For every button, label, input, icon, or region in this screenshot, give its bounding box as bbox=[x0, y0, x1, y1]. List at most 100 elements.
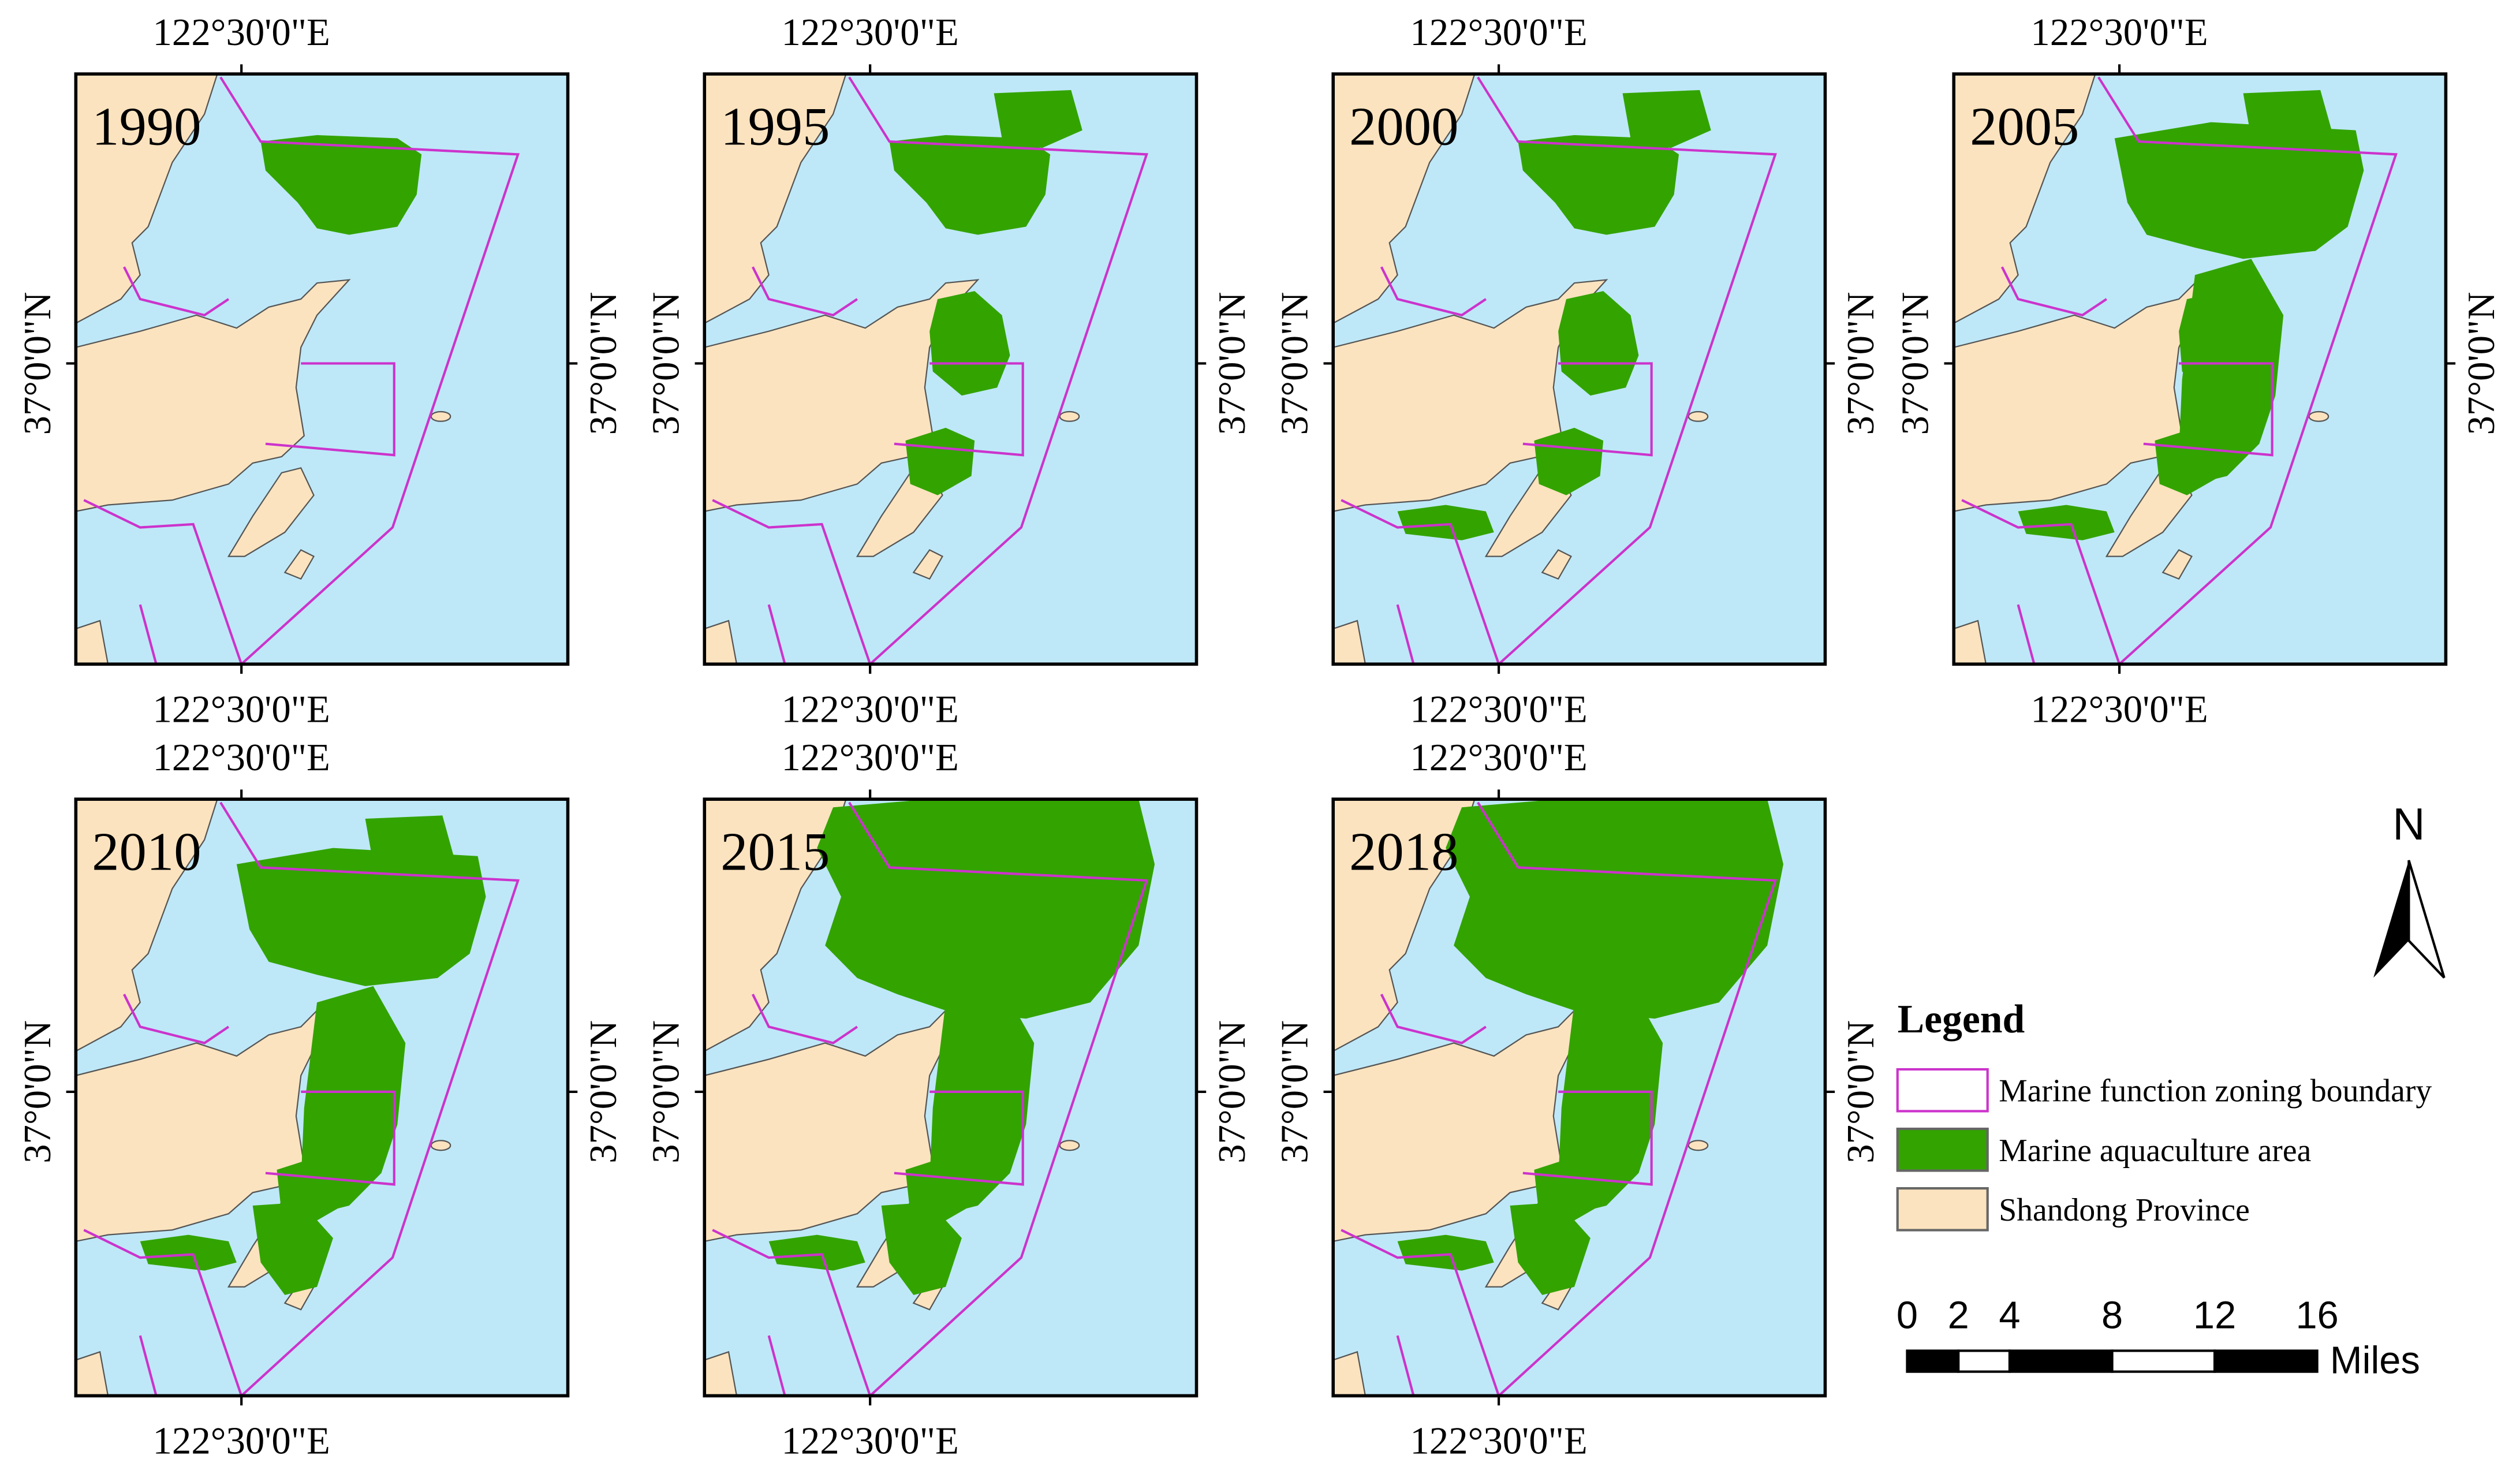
aquaculture-area bbox=[365, 815, 454, 874]
aquaculture-area bbox=[1622, 89, 1711, 148]
map-body bbox=[74, 72, 570, 666]
longitude-label: 122°30'0"E bbox=[153, 736, 330, 779]
map-panel: 122°30'0"E 122°30'0"E 37°0'0"N 37°0'0"N 2000 bbox=[1274, 11, 1882, 730]
panel-year: 2005 bbox=[1970, 97, 2079, 157]
panel-frame bbox=[74, 72, 570, 666]
aquaculture-area bbox=[2018, 505, 2115, 540]
aquaculture-area bbox=[817, 799, 1155, 1019]
aquaculture-area bbox=[301, 986, 406, 1214]
aquaculture-area bbox=[905, 427, 975, 495]
latitude-label: 37°0'0"N bbox=[1211, 1020, 1253, 1163]
scale-label: 8 bbox=[2101, 1293, 2123, 1337]
latitude-label: 37°0'0"N bbox=[1274, 292, 1316, 435]
aquaculture-area bbox=[236, 848, 486, 986]
panel-year: 2000 bbox=[1349, 97, 1458, 157]
legend-swatch bbox=[1896, 1068, 1989, 1113]
latitude-label: 37°0'0"N bbox=[645, 292, 688, 435]
panel-frame bbox=[1331, 797, 1827, 1398]
panel-year: 2015 bbox=[720, 822, 830, 882]
aquaculture-area bbox=[252, 1202, 333, 1295]
map-body bbox=[1331, 72, 1827, 666]
panel-year: 2010 bbox=[92, 822, 201, 882]
scale-segment bbox=[1957, 1349, 2011, 1373]
longitude-label: 122°30'0"E bbox=[2030, 688, 2208, 730]
panel-year: 1995 bbox=[720, 97, 830, 157]
legend-swatch bbox=[1896, 1127, 1989, 1172]
legend-label: Marine aquaculture area bbox=[1999, 1133, 2311, 1169]
scale-label: 16 bbox=[2295, 1293, 2338, 1337]
latitude-label: 37°0'0"N bbox=[16, 1020, 59, 1163]
map-panel: 122°30'0"E 122°30'0"E 37°0'0"N 37°0'0"N 1990 bbox=[16, 11, 625, 730]
map-panel: 122°30'0"E 122°30'0"E 37°0'0"N 37°0'0"N 2015 bbox=[645, 736, 1253, 1463]
latitude-label: 37°0'0"N bbox=[16, 292, 59, 435]
legend: Legend Marine function zoning boundary Mar… bbox=[1896, 997, 2432, 1232]
legend-label: Marine function zoning boundary bbox=[1999, 1073, 2432, 1109]
latitude-label: 37°0'0"N bbox=[1839, 1020, 1882, 1163]
aquaculture-area bbox=[889, 135, 1051, 235]
latitude-label: 37°0'0"N bbox=[645, 1020, 688, 1163]
scale-segment bbox=[2213, 1349, 2319, 1373]
aquaculture-area bbox=[994, 89, 1082, 148]
panel-year: 1990 bbox=[92, 97, 201, 157]
aquaculture-area bbox=[881, 1202, 962, 1295]
longitude-label: 122°30'0"E bbox=[1410, 11, 1587, 54]
longitude-label: 122°30'0"E bbox=[781, 11, 958, 54]
longitude-label: 122°30'0"E bbox=[1410, 736, 1587, 779]
scale-label: 4 bbox=[1999, 1293, 2020, 1337]
longitude-label: 122°30'0"E bbox=[1410, 688, 1587, 730]
aquaculture-area bbox=[1518, 135, 1679, 235]
panel-frame bbox=[703, 797, 1199, 1398]
aquaculture-area bbox=[2179, 259, 2284, 484]
scale-segment bbox=[2008, 1349, 2114, 1373]
panel-frame bbox=[1952, 72, 2448, 666]
map-body bbox=[703, 797, 1199, 1398]
legend-title: Legend bbox=[1898, 997, 2025, 1042]
aquaculture-area bbox=[1397, 1234, 1494, 1271]
longitude-label: 122°30'0"E bbox=[1410, 1420, 1587, 1463]
map-body bbox=[1952, 72, 2448, 666]
longitude-label: 122°30'0"E bbox=[2030, 11, 2208, 54]
longitude-label: 122°30'0"E bbox=[153, 688, 330, 730]
latitude-label: 37°0'0"N bbox=[1211, 292, 1253, 435]
longitude-label: 122°30'0"E bbox=[153, 1420, 330, 1463]
aquaculture-area bbox=[1510, 1202, 1591, 1295]
latitude-label: 37°0'0"N bbox=[582, 292, 625, 435]
aquaculture-area bbox=[768, 1234, 865, 1271]
longitude-label: 122°30'0"E bbox=[781, 1420, 958, 1463]
latitude-label: 37°0'0"N bbox=[1274, 1020, 1316, 1163]
scale-label: 2 bbox=[1948, 1293, 1969, 1337]
map-panel: 122°30'0"E 122°30'0"E 37°0'0"N 37°0'0"N 2010 bbox=[16, 736, 625, 1463]
aquaculture-area bbox=[929, 986, 1035, 1214]
scale-label: 12 bbox=[2193, 1293, 2236, 1337]
longitude-label: 122°30'0"E bbox=[781, 736, 958, 779]
north-arrow bbox=[2407, 860, 2446, 979]
panel-frame bbox=[703, 72, 1199, 666]
aquaculture-area bbox=[260, 135, 422, 235]
aquaculture-area bbox=[929, 291, 1010, 396]
longitude-label: 122°30'0"E bbox=[153, 11, 330, 54]
aquaculture-area bbox=[1446, 799, 1784, 1019]
legend-label: Shandong Province bbox=[1999, 1192, 2250, 1228]
latitude-label: 37°0'0"N bbox=[2460, 292, 2503, 435]
longitude-label: 122°30'0"E bbox=[781, 688, 958, 730]
latitude-label: 37°0'0"N bbox=[582, 1020, 625, 1163]
map-body bbox=[74, 797, 570, 1398]
panel-frame bbox=[74, 797, 570, 1398]
aquaculture-area bbox=[140, 1234, 237, 1271]
scale-segment bbox=[1906, 1349, 1960, 1373]
scale-unit: Miles bbox=[2330, 1338, 2420, 1382]
map-panel: 122°30'0"E 122°30'0"E 37°0'0"N 37°0'0"N 2005 bbox=[1894, 11, 2503, 730]
map-body bbox=[703, 72, 1199, 666]
map-panel: 122°30'0"E 122°30'0"E 37°0'0"N 37°0'0"N 1995 bbox=[645, 11, 1253, 730]
aquaculture-area bbox=[1534, 427, 1604, 495]
aquaculture-area bbox=[1558, 291, 1639, 396]
north-arrow bbox=[2373, 860, 2409, 978]
aquaculture-area bbox=[1558, 986, 1663, 1214]
legend-swatch bbox=[1896, 1187, 1989, 1232]
latitude-label: 37°0'0"N bbox=[1894, 292, 1937, 435]
latitude-label: 37°0'0"N bbox=[1839, 292, 1882, 435]
aquaculture-area bbox=[2114, 122, 2364, 259]
north-label: N bbox=[2392, 799, 2425, 849]
aquaculture-area bbox=[1397, 505, 1494, 540]
